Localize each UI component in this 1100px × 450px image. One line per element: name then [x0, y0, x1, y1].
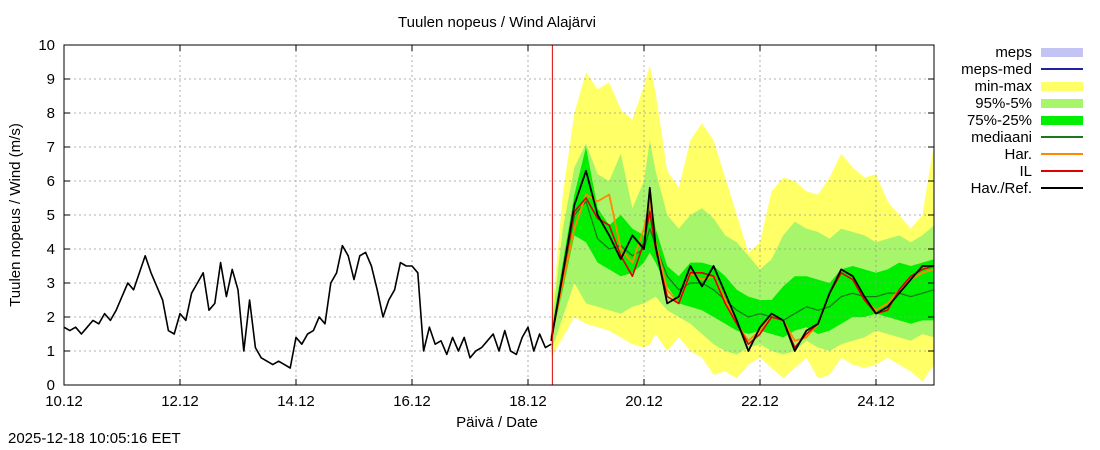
observed-history-line [63, 244, 552, 369]
legend-label: min-max [974, 78, 1032, 95]
legend-swatch [1041, 99, 1083, 108]
x-tick-label: 24.12 [857, 393, 895, 410]
observed-line [550, 169, 934, 352]
legend-swatch [1041, 116, 1083, 125]
x-tick-label: 12.12 [161, 393, 199, 410]
legend-label: meps [995, 44, 1032, 61]
legend-label: 75%-25% [967, 112, 1032, 129]
legend-label: meps-med [961, 61, 1032, 78]
y-tick-label: 2 [47, 309, 55, 326]
legend-label: mediaani [971, 129, 1032, 146]
y-tick-label: 9 [47, 71, 55, 88]
y-tick-label: 10 [38, 37, 55, 54]
x-tick-label: 18.12 [509, 393, 547, 410]
il-line [550, 197, 935, 349]
timestamp: 2025-12-18 10:05:16 EET [8, 430, 181, 447]
chart-title: Tuulen nopeus / Wind Alajärvi [398, 14, 596, 31]
y-tick-label: 8 [47, 105, 55, 122]
legend-label: Hav./Ref. [971, 180, 1032, 197]
y-tick-label: 5 [47, 207, 55, 224]
y-tick-label: 0 [47, 377, 55, 394]
y-tick-label: 4 [47, 241, 55, 258]
y-tick-label: 3 [47, 275, 55, 292]
y-tick-label: 7 [47, 139, 55, 156]
legend-label: 95%-5% [975, 95, 1032, 112]
y-tick-label: 1 [47, 343, 55, 360]
y-tick-label: 6 [47, 173, 55, 190]
legend-label: IL [1019, 163, 1032, 180]
band-75-25- [551, 147, 934, 341]
x-tick-label: 16.12 [393, 393, 431, 410]
legend-label: Har. [1004, 146, 1032, 163]
legend-swatch [1041, 82, 1083, 91]
legend-swatch [1041, 48, 1083, 57]
x-tick-label: 22.12 [741, 393, 779, 410]
x-tick-label: 20.12 [625, 393, 663, 410]
x-tick-label: 14.12 [277, 393, 315, 410]
x-tick-label: 10.12 [45, 393, 83, 410]
y-axis-label: Tuulen nopeus / Wind (m/s) [7, 123, 24, 307]
x-axis-label: Päivä / Date [456, 414, 538, 431]
